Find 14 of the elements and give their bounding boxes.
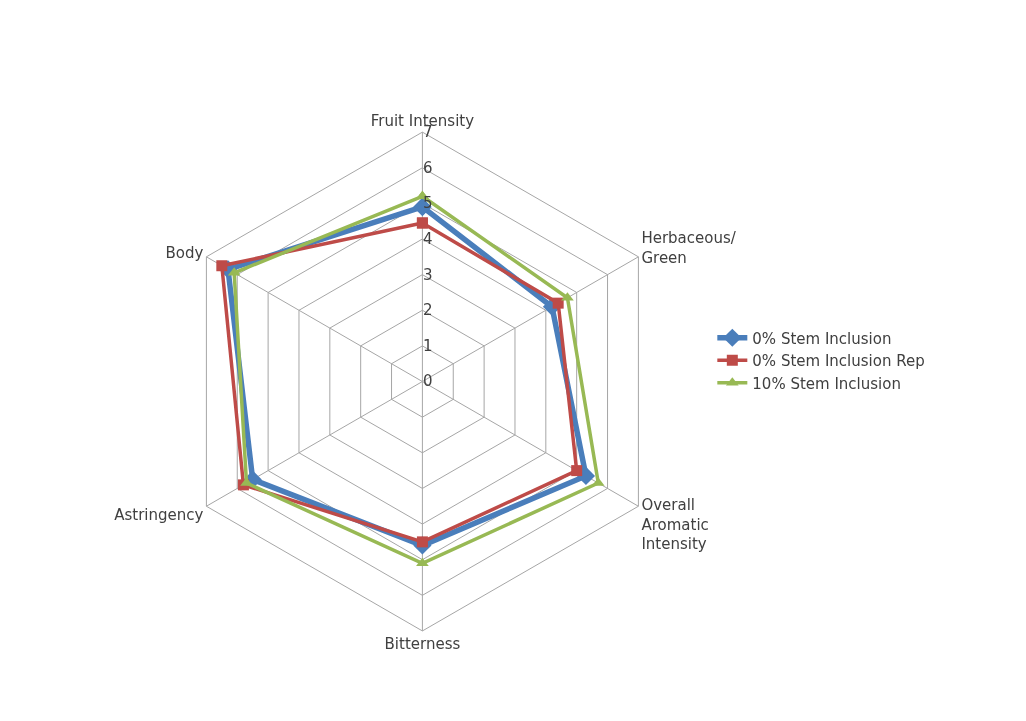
spoke-label: Overall Aromatic Intensity xyxy=(641,496,709,554)
y-tick-label: 1 xyxy=(422,336,433,355)
y-tick-label: 6 xyxy=(422,158,433,177)
y-tick-label: 3 xyxy=(422,265,433,284)
legend-label: 0% Stem Inclusion xyxy=(752,329,892,348)
spoke-label: Astringency xyxy=(114,506,204,525)
spoke-label: Herbaceous/ Green xyxy=(641,229,737,267)
spoke-label: Body xyxy=(165,244,204,263)
y-tick-label: 2 xyxy=(422,301,433,320)
spoke-label: Bitterness xyxy=(384,635,461,654)
legend-label: 10% Stem Inclusion xyxy=(752,374,901,393)
legend-label: 0% Stem Inclusion Rep xyxy=(752,352,925,371)
y-tick-label: 0 xyxy=(422,372,433,391)
y-tick-label: 4 xyxy=(422,229,433,248)
